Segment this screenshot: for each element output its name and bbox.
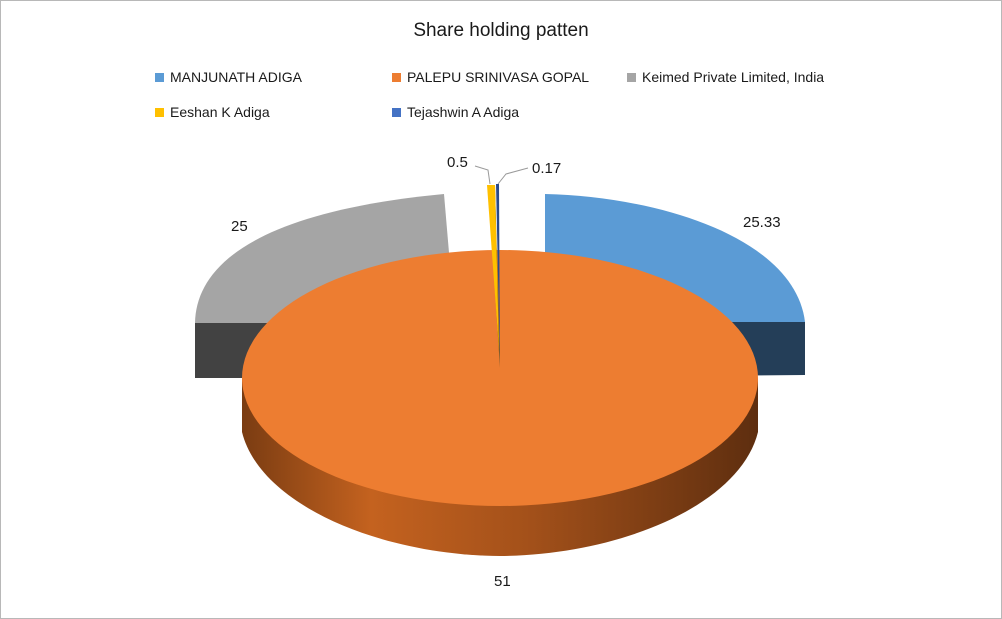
chart-title: Share holding patten [413, 20, 589, 41]
legend-item-palepu-srinivasa-gopal: PALEPU SRINIVASA GOPAL [392, 69, 589, 85]
legend-label: Tejashwin A Adiga [407, 104, 520, 120]
legend-item-eeshan-k-adiga: Eeshan K Adiga [155, 104, 270, 120]
data-label-tejashwin: 0.17 [532, 160, 561, 177]
legend-swatch [392, 72, 401, 82]
data-label-keimed: 25 [231, 218, 248, 235]
legend-label: Keimed Private Limited, India [642, 69, 825, 85]
legend-swatch [392, 107, 401, 117]
legend-swatch [155, 107, 164, 117]
data-label-eeshan: 0.5 [447, 154, 468, 171]
leader-line-eeshan [474, 165, 491, 185]
data-label-manjunath: 25.33 [743, 214, 781, 231]
legend-label: PALEPU SRINIVASA GOPAL [407, 69, 590, 85]
leader-line-tejashwin [497, 167, 529, 185]
legend-item-tejashwin-a-adiga: Tejashwin A Adiga [392, 104, 519, 120]
pie-slice-palepu [242, 250, 758, 506]
pie-slice-eeshan [487, 185, 499, 350]
data-label-palepu: 51 [494, 573, 511, 590]
legend-swatch [627, 72, 636, 82]
legend-swatch [155, 72, 164, 82]
legend: MANJUNATH ADIGA PALEPU SRINIVASA GOPAL K… [0, 0, 1002, 140]
legend-item-manjunath-adiga: MANJUNATH ADIGA [155, 69, 302, 85]
legend-label: Eeshan K Adiga [170, 104, 270, 120]
pie-slice-tejashwin [496, 184, 500, 368]
legend-label: MANJUNATH ADIGA [170, 69, 302, 85]
legend-item-keimed-private-limited: Keimed Private Limited, India [627, 69, 824, 85]
